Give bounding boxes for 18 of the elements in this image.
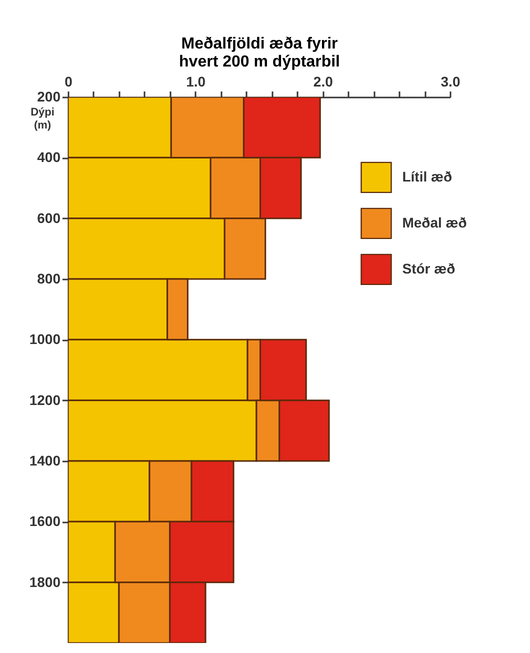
y-axis-title: Dýpi (m) — [30, 106, 54, 132]
y-tick-label: 1000 — [29, 331, 61, 348]
legend-label: Meðal æð — [402, 214, 467, 230]
y-tick-label: 200 — [37, 88, 61, 104]
x-tick-label: 1.0 — [186, 74, 206, 90]
y-tick-label: 1400 — [29, 452, 61, 468]
y-tick-label: 1200 — [29, 392, 61, 408]
legend-label: Stór æð — [402, 260, 456, 276]
x-axis-title: Meðalfjöldi æða fyrir hvert 200 m dýptarbil — [179, 36, 340, 70]
y-tick-label: 800 — [37, 270, 61, 286]
y-tick-label: 400 — [37, 149, 61, 166]
y-tick-label: 1800 — [29, 574, 61, 590]
legend-label: Lítil æð — [402, 168, 452, 184]
y-tick-label: 1600 — [29, 513, 61, 530]
y-tick-label: 600 — [37, 210, 61, 226]
x-tick-label: 2.0 — [313, 74, 334, 90]
x-tick-label: 0 — [64, 74, 73, 90]
x-tick-label: 3.0 — [440, 74, 460, 90]
